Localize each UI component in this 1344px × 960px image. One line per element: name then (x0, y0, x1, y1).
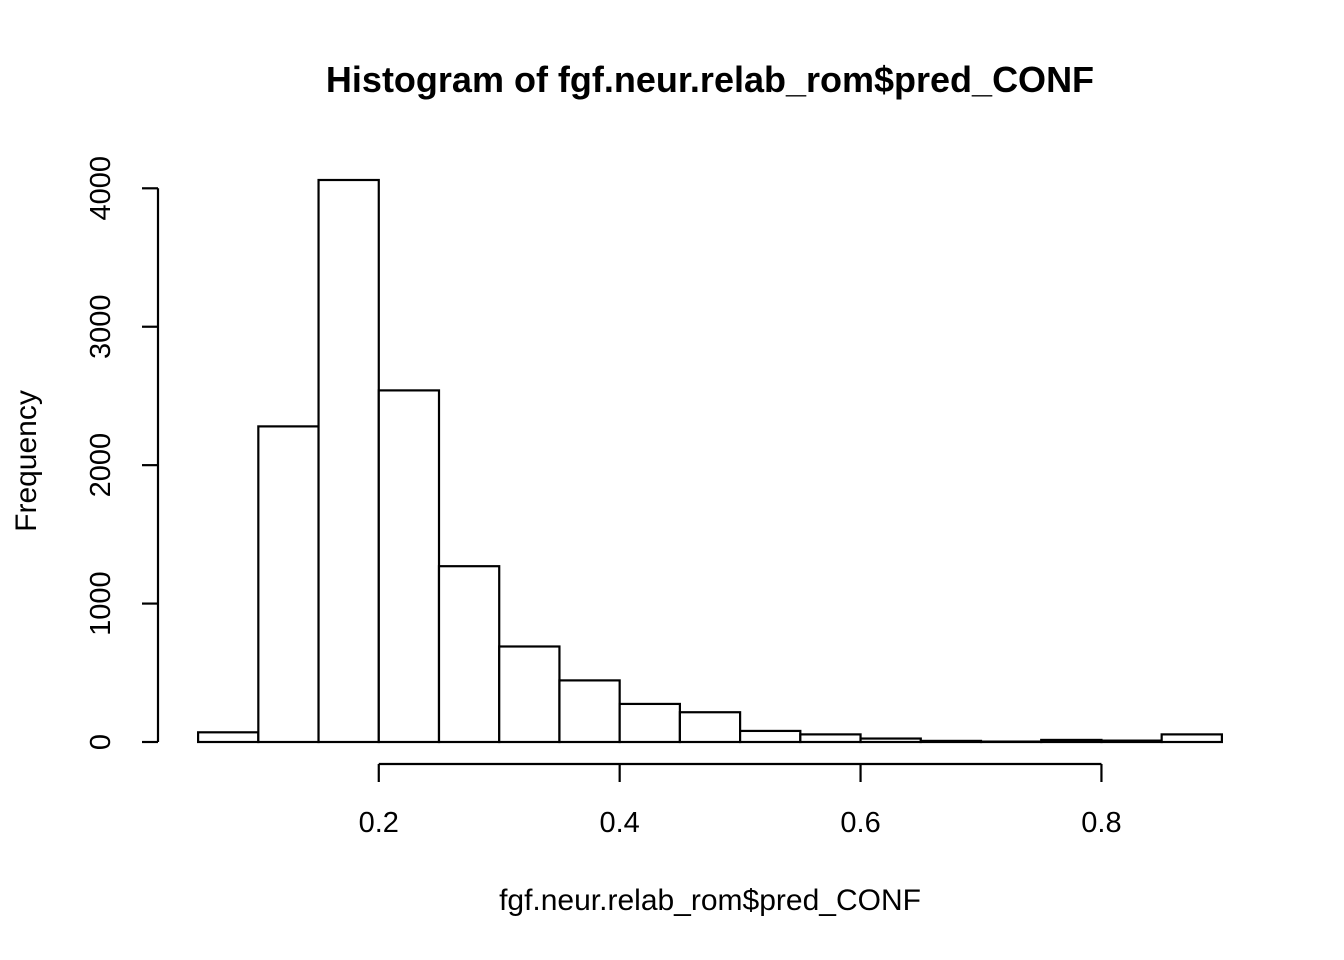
histogram-bar (498, 645, 561, 744)
x-axis-label: fgf.neur.relab_rom$pred_CONF (499, 884, 921, 917)
histogram-bar (1100, 739, 1163, 744)
x-tick-label: 0.8 (1081, 807, 1121, 839)
chart-title: Histogram of fgf.neur.relab_rom$pred_CON… (326, 59, 1094, 100)
histogram-bar (1160, 733, 1223, 744)
bars-group (197, 178, 1223, 744)
y-tick-label: 4000 (85, 156, 117, 221)
histogram-bar (919, 739, 983, 744)
y-tick-label: 1000 (85, 571, 117, 636)
x-tick-label: 0.2 (359, 807, 399, 839)
histogram-bar (678, 711, 742, 744)
y-axis: 0 1000 2000 3000 4000 (85, 156, 160, 750)
y-tick-label: 0 (85, 734, 117, 750)
x-axis: 0.2 0.4 0.6 0.8 (359, 762, 1122, 839)
histogram-bar (317, 178, 380, 744)
x-tick-label: 0.6 (840, 807, 880, 839)
histogram-bar (377, 389, 441, 744)
histogram-bar (618, 702, 681, 744)
histogram-bar (437, 565, 501, 744)
y-tick-label: 2000 (85, 433, 117, 498)
histogram-bar (859, 737, 922, 744)
x-tick-label: 0.4 (600, 807, 640, 839)
y-tick-label: 3000 (85, 294, 117, 359)
histogram-bar (558, 679, 621, 744)
histogram-bar (739, 729, 802, 744)
histogram-bar (197, 731, 260, 744)
histogram-bar (1040, 738, 1103, 744)
y-axis-label: Frequency (10, 390, 43, 532)
histogram-bar (257, 425, 320, 744)
histogram-bar (799, 733, 862, 744)
